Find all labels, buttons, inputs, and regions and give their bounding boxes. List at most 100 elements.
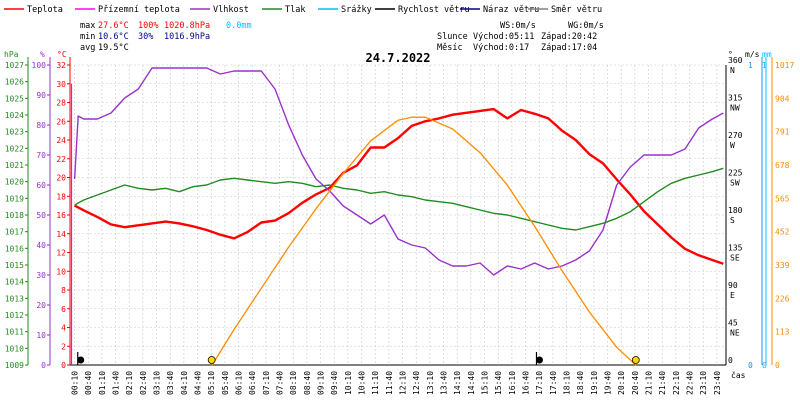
axis-dir-name-label: E xyxy=(730,291,735,300)
axis-x-tick-label: 16:10 xyxy=(508,371,517,395)
axis-x-tick-label: 19:40 xyxy=(604,371,613,395)
stat-avg-temp: 19.5°C xyxy=(98,43,129,53)
axis-pct-tick-label: 40 xyxy=(36,241,46,250)
axis-rain-tick-label: 1 xyxy=(762,61,767,70)
axis-solar-tick-label: 1017 xyxy=(775,61,794,70)
stat-max-hum: 100% xyxy=(138,21,158,31)
grid xyxy=(70,64,726,366)
stat-moon-rise: Východ:0:17 xyxy=(473,43,529,53)
axis-x-tick-label: 14:40 xyxy=(467,371,476,395)
axis-x-tick-label: 04:40 xyxy=(194,371,203,395)
axis-dir-tick-label: 315 xyxy=(728,94,743,103)
axis-x-tick-label: 02:10 xyxy=(125,371,134,395)
axis-x-tick-label: 23:40 xyxy=(713,371,722,395)
axis-solar-tick-label: 565 xyxy=(775,194,790,203)
axis-hpa-tick-label: 1010 xyxy=(5,344,24,353)
axis-hpa-tick-label: 1018 xyxy=(5,211,24,220)
axis-temp-tick-label: 8 xyxy=(61,286,66,295)
axis-dir-tick-label: 360 xyxy=(728,56,743,65)
stat-label: max xyxy=(80,21,95,31)
axis-hpa-tick-label: 1017 xyxy=(5,228,24,237)
series-layer xyxy=(70,67,724,366)
axis-dir-tick-label: 180 xyxy=(728,206,743,215)
axis-pct-tick-label: 60 xyxy=(36,181,46,190)
axis-hpa-tick-label: 1027 xyxy=(5,61,24,70)
stats-block: max 27.6°C 100% 1020.8hPa 0.0mm min 10.6°C 30% 1… xyxy=(80,21,604,53)
axis-x-tick-label: 06:10 xyxy=(235,371,244,395)
stat-label: avg xyxy=(80,43,95,53)
axis-rain-unit: mm xyxy=(762,50,772,59)
axis-pct-tick-label: 80 xyxy=(36,121,46,130)
axis-hpa-tick-label: 1011 xyxy=(5,328,24,337)
axis-solar-tick-label: 452 xyxy=(775,228,790,237)
axis-x-tick-label: 16:40 xyxy=(522,371,531,395)
axis-hpa-tick-label: 1024 xyxy=(5,111,24,120)
axis-x-tick-label: 21:10 xyxy=(645,371,654,395)
axis-dir-tick-label: 270 xyxy=(728,131,743,140)
stat-sun-rise: Východ:05:11 xyxy=(473,32,534,42)
axis-temp-tick-label: 12 xyxy=(56,249,66,258)
axis-pct-unit: % xyxy=(40,50,45,59)
series-line-teplota xyxy=(74,107,724,265)
axis-temp-tick-label: 14 xyxy=(56,230,66,239)
axis-x-tick-label: 20:40 xyxy=(631,371,640,395)
stat-min-temp: 10.6°C xyxy=(98,32,129,42)
axis-x-tick-label: 10:10 xyxy=(344,371,353,395)
axis-x-tick-label: 05:10 xyxy=(207,371,216,395)
axis-x-tick-label: 14:10 xyxy=(453,371,462,395)
axis-solar-tick-label: 0 xyxy=(775,361,780,370)
legend-label: Náraz větru xyxy=(483,5,539,15)
axis-dir-name-label: W xyxy=(730,141,735,150)
stat-min-press: 1016.9hPa xyxy=(164,32,210,42)
axis-x-tick-label: 09:40 xyxy=(330,371,339,395)
axis-x-tick-label: 15:10 xyxy=(481,371,490,395)
sun-moon-marks xyxy=(77,352,640,365)
axis-temp-tick-label: 4 xyxy=(61,324,66,333)
axis-temp-tick-label: 22 xyxy=(56,155,66,164)
axis-x-tick-label: 17:10 xyxy=(535,371,544,395)
axis-temp-tick-label: 32 xyxy=(56,61,66,70)
series-line-tlak xyxy=(74,167,724,231)
axis-hpa-tick-label: 1020 xyxy=(5,178,24,187)
legend-label: Rychlost větru xyxy=(398,5,470,15)
stat-wg: WG:0m/s xyxy=(568,21,604,31)
axis-dir-tick-label: 0 xyxy=(728,356,733,365)
stat-label: min xyxy=(80,32,95,42)
axis-hpa-tick-label: 1012 xyxy=(5,311,24,320)
axis-pct-tick-label: 20 xyxy=(36,301,46,310)
axis-solar-tick-label: 678 xyxy=(775,161,790,170)
axis-hpa-tick-label: 1014 xyxy=(5,278,24,287)
axis-hpa-tick-label: 1026 xyxy=(5,78,24,87)
stat-sun-label: Slunce xyxy=(437,32,468,42)
axis-temp-tick-label: 16 xyxy=(56,211,66,220)
axis-x-tick-label: 04:10 xyxy=(180,371,189,395)
axis-hpa-tick-label: 1009 xyxy=(5,361,24,370)
axis-dir-name-label: NW xyxy=(730,104,740,113)
axis-temp-unit: °C xyxy=(57,50,67,59)
axis-temp-tick-label: 18 xyxy=(56,192,66,201)
legend-label: Směr větru xyxy=(551,5,602,15)
axis-hpa-tick-label: 1023 xyxy=(5,128,24,137)
stat-moon-set: Západ:17:04 xyxy=(541,43,597,53)
moon-mark xyxy=(535,356,543,364)
chart-title: 24.7.2022 xyxy=(365,51,430,65)
axis-x-tick-label: 22:10 xyxy=(672,371,681,395)
stat-max-temp: 27.6°C xyxy=(98,21,129,31)
legend-label: Srážky xyxy=(341,5,372,15)
axis-dir-tick-label: 45 xyxy=(728,319,738,328)
stat-sun-set: Západ:20:42 xyxy=(541,32,597,42)
axis-x-unit: čas xyxy=(731,370,746,380)
axis-hpa-tick-label: 1013 xyxy=(5,294,24,303)
axis-temp-tick-label: 0 xyxy=(61,361,66,370)
axis-x-tick-label: 01:40 xyxy=(112,371,121,395)
axis-x-tick-label: 05:40 xyxy=(221,371,230,395)
axis-x-tick-label: 08:40 xyxy=(303,371,312,395)
axis-x-tick-label: 13:10 xyxy=(426,371,435,395)
axis-hpa-tick-label: 1021 xyxy=(5,161,24,170)
axis-x-tick-label: 11:10 xyxy=(371,371,380,395)
axis-wind-tick-label: 0 xyxy=(748,361,753,370)
series-line-vlhkost xyxy=(73,67,724,276)
legend-label: Teplota xyxy=(27,5,63,15)
axis-hpa-tick-label: 1025 xyxy=(5,94,24,103)
